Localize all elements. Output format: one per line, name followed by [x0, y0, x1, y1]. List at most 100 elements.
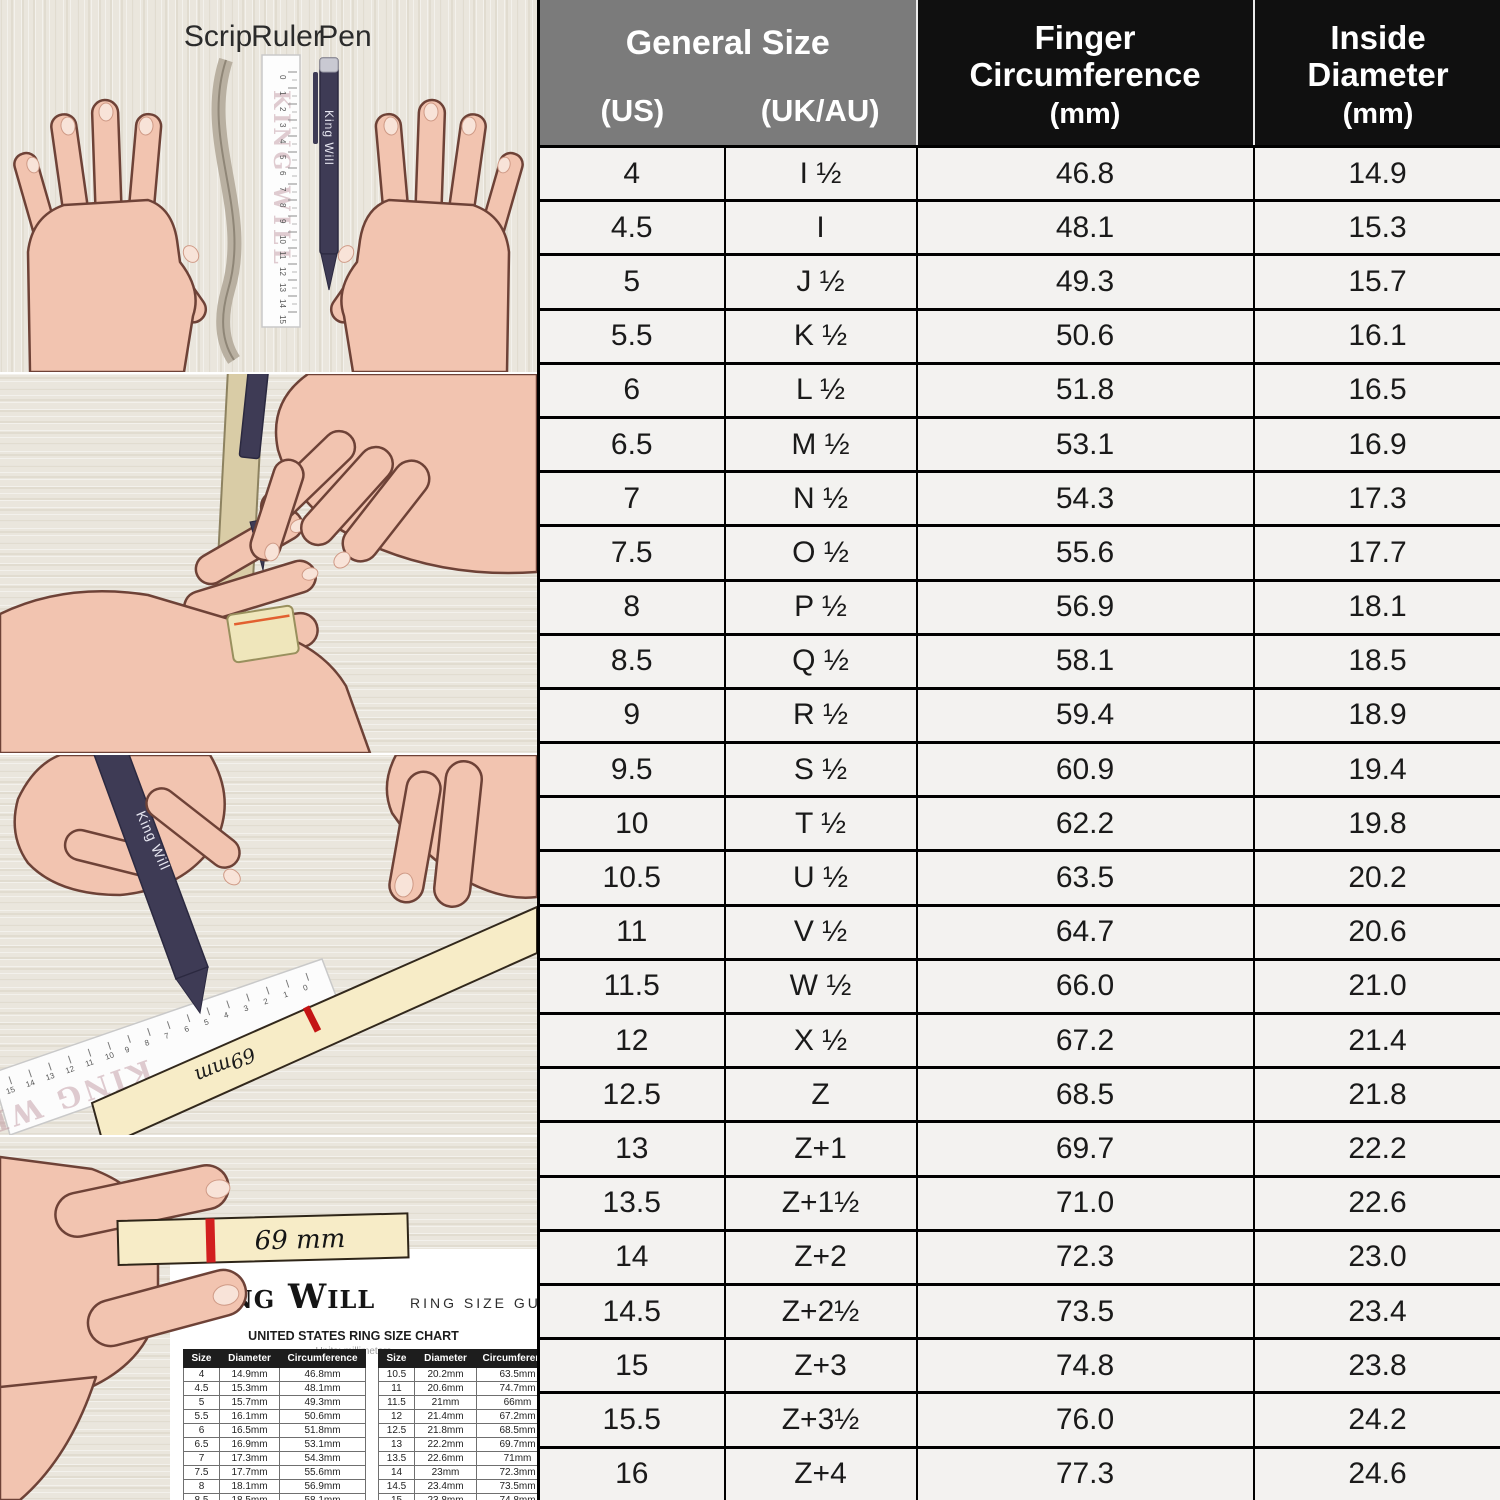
mini-table-cell: 16.9mm: [219, 1437, 280, 1452]
strip-measurement-text: 69mm: [191, 1042, 259, 1088]
table-cell: 13.5: [537, 1174, 726, 1232]
mini-col-header: Circumference: [279, 1349, 366, 1368]
header-group-label: General Size: [625, 24, 830, 62]
table-cell: 48.1: [915, 199, 1255, 257]
table-cell: 8.5: [537, 632, 726, 690]
right-hand-illustration: [385, 755, 537, 908]
table-cell: 14.9: [1252, 144, 1500, 203]
right-hand-illustration: [329, 98, 524, 372]
table-cell: I ½: [723, 144, 918, 203]
mini-table-cell: 5.5: [183, 1409, 220, 1424]
header-ukau-label: (UK/AU): [760, 93, 880, 128]
table-cell: 12.5: [537, 1066, 726, 1124]
table-cell: 20.6: [1252, 903, 1500, 961]
svg-text:14: 14: [278, 299, 287, 308]
mini-table-cell: 53.1mm: [279, 1437, 366, 1452]
mini-table-row: 1523.8mm74.8mm: [378, 1493, 537, 1500]
mini-table-cell: 15.7mm: [219, 1395, 280, 1410]
mini-table-cell: 72.3mm: [476, 1465, 537, 1480]
left-hand-illustration: [13, 755, 226, 897]
mini-table-cell: 12: [378, 1409, 415, 1424]
table-cell: 14.5: [537, 1282, 726, 1341]
table-row: 6.5 M ½ 53.1 16.9: [537, 415, 1500, 474]
mini-table-cell: 21.8mm: [414, 1423, 477, 1438]
svg-text:1: 1: [282, 989, 290, 999]
us-size-chart-left: Size Diameter Circumference 4 14.9mm 46.8mm 4.…: [183, 1349, 366, 1500]
table-cell: 49.3: [915, 253, 1255, 311]
mini-table-cell: 10.5: [378, 1367, 415, 1382]
mini-table-row: 7 17.3mm 54.3mm: [183, 1451, 366, 1466]
mini-col-header: Diameter: [414, 1349, 477, 1368]
mini-table-cell: 17.3mm: [219, 1451, 280, 1466]
table-cell: 58.1: [915, 632, 1255, 690]
svg-text:15: 15: [5, 1085, 17, 1097]
table-cell: Z+3: [723, 1337, 918, 1395]
table-cell: 21.0: [1252, 957, 1500, 1016]
svg-text:3: 3: [278, 123, 287, 128]
mini-table-cell: 7: [183, 1451, 220, 1466]
mini-table-cell: 67.2mm: [476, 1409, 537, 1424]
svg-text:1: 1: [278, 91, 287, 96]
mini-table-row: 14 23mm 72.3mm: [378, 1465, 537, 1480]
mini-col-header: Size: [183, 1349, 220, 1368]
table-cell: 46.8: [915, 144, 1255, 203]
table-cell: 67.2: [915, 1011, 1255, 1070]
table-cell: V ½: [723, 903, 918, 961]
mini-table-cell: 23mm: [414, 1465, 477, 1480]
table-cell: 66.0: [915, 957, 1255, 1016]
mini-table-cell: 11: [378, 1381, 415, 1396]
table-cell: 16: [537, 1445, 726, 1500]
mini-table-cell: 46.8mm: [279, 1367, 366, 1382]
pen-icon: [238, 374, 271, 571]
mini-table-row: 13.5 22.6mm 71mm: [378, 1451, 537, 1466]
mini-table-cell: 49.3mm: [279, 1395, 366, 1410]
pen-icon: King Will: [313, 57, 339, 291]
table-row: 15 Z+3 74.8 23.8: [537, 1337, 1500, 1395]
mini-table-cell: 14.9mm: [219, 1367, 280, 1382]
table-cell: 77.3: [915, 1445, 1255, 1500]
mini-col-header: Diameter: [219, 1349, 280, 1368]
table-cell: 6.5: [537, 415, 726, 474]
table-cell: T ½: [723, 795, 918, 853]
mini-table-row: 4 14.9mm 46.8mm: [183, 1367, 366, 1382]
table-row: 9.5 S ½ 60.9 19.4: [537, 741, 1500, 799]
table-cell: 18.1: [1252, 578, 1500, 636]
mini-table-cell: 68.5mm: [476, 1423, 537, 1438]
right-hand-illustration: [249, 374, 537, 575]
table-row: 12.5 Z 68.5 21.8: [537, 1066, 1500, 1124]
mini-table-cell: 66mm: [476, 1395, 537, 1410]
table-cell: 53.1: [915, 415, 1255, 474]
table-cell: 23.0: [1252, 1228, 1500, 1286]
mini-table-row: 6 16.5mm 51.8mm: [183, 1423, 366, 1438]
label-pen: Pen: [318, 20, 371, 53]
measuring-strip: 69mm: [90, 905, 537, 1135]
table-cell: 16.1: [1252, 307, 1500, 365]
mini-table-cell: 16.5mm: [219, 1423, 280, 1438]
panel-mark-strip: KING WILL 0 1 2 3 4 5 6 7 8 9 10 11 12 13 14 15 69mm: [0, 753, 537, 1135]
svg-text:4: 4: [278, 139, 287, 144]
mini-table-cell: 23.4mm: [414, 1479, 477, 1494]
svg-text:0: 0: [278, 75, 287, 80]
table-cell: X ½: [723, 1011, 918, 1070]
mini-table-cell: 8.5: [183, 1493, 220, 1500]
mini-table-cell: 21.4mm: [414, 1409, 477, 1424]
table-cell: 55.6: [915, 524, 1255, 582]
svg-text:7: 7: [278, 187, 287, 192]
mini-table-cell: 4: [183, 1367, 220, 1382]
mini-table-cell: 15: [378, 1493, 415, 1500]
mini-table-cell: 63.5mm: [476, 1367, 537, 1382]
svg-text:12: 12: [278, 267, 287, 276]
table-cell: 11.5: [537, 957, 726, 1016]
table-row: 15.5 Z+3½ 76.0 24.2: [537, 1391, 1500, 1449]
mini-table-cell: 74.8mm: [476, 1493, 537, 1500]
mini-table-cell: 58.1mm: [279, 1493, 366, 1500]
svg-text:12: 12: [64, 1064, 76, 1076]
table-cell: O ½: [723, 524, 918, 582]
mini-table-cell: 23.8mm: [414, 1493, 477, 1500]
